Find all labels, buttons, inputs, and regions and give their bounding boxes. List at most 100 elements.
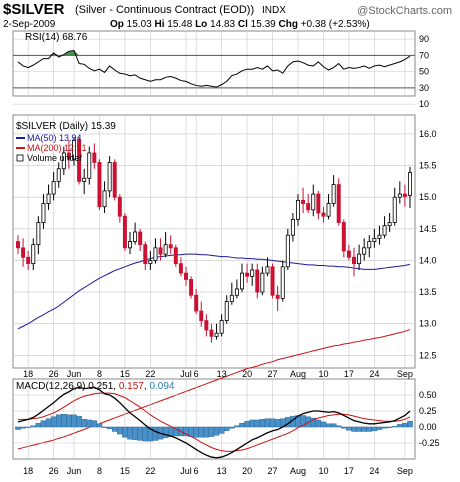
macd-histogram-bar <box>76 415 82 428</box>
macd-histogram-bar <box>234 425 240 428</box>
candle-body <box>382 225 387 236</box>
macd-histogram-bar <box>40 420 47 428</box>
candle-body <box>402 193 407 197</box>
rsi-line <box>17 49 411 88</box>
candle <box>392 187 397 226</box>
macd-histogram-bar <box>381 426 388 429</box>
price-xtick-label: Aug <box>290 369 306 379</box>
candle-body <box>224 301 229 321</box>
candle-body <box>51 181 56 195</box>
high-label: Hi <box>154 19 164 30</box>
candle <box>163 232 168 258</box>
candle <box>148 250 153 270</box>
macd-histogram-bar <box>96 423 103 428</box>
candle-body <box>46 193 51 204</box>
macd-histogram-bar <box>341 426 347 429</box>
price-xtick-label: 8 <box>97 369 102 379</box>
candle-body <box>128 241 132 249</box>
candle <box>168 235 173 255</box>
candle <box>16 235 20 255</box>
candle <box>260 266 265 296</box>
candle <box>301 187 306 214</box>
candle-body <box>250 269 255 277</box>
macd-histogram-bar <box>25 426 31 428</box>
candle <box>133 222 138 245</box>
candle <box>296 194 300 226</box>
macd-legend-value: 0.251 <box>88 381 113 392</box>
macd-xtick-label: 24 <box>369 466 379 476</box>
open-value: 15.03 <box>127 19 152 30</box>
candle <box>408 166 412 208</box>
candle-body <box>87 152 92 179</box>
price-xtick-label: 13 <box>217 369 227 379</box>
macd-histogram-bar <box>111 426 118 432</box>
macd-histogram-bar <box>269 418 276 428</box>
rsi-ytick-label: 50 <box>419 67 429 77</box>
signal-legend-value: 0.157 <box>119 381 144 392</box>
macd-histogram-bar <box>254 419 261 428</box>
candle-body <box>209 329 214 337</box>
watermark: @StockCharts.com <box>357 5 452 17</box>
candle-body <box>199 310 204 321</box>
quote-line: Op 15.03 Hi 15.48 Lo 14.83 Cl 15.39 Chg … <box>110 19 370 30</box>
macd-xtick-label: Sep <box>397 466 413 476</box>
candle-body <box>321 212 326 217</box>
candle-body <box>301 199 306 204</box>
candle-body <box>204 320 209 331</box>
candle <box>290 213 295 242</box>
candle <box>107 156 112 198</box>
candle <box>285 228 290 270</box>
candle-body <box>326 203 331 217</box>
candle <box>122 213 127 251</box>
candle <box>26 250 31 270</box>
candle <box>173 244 178 267</box>
candle <box>270 263 275 299</box>
candle-body <box>153 247 158 261</box>
macd-histogram-bar <box>366 426 373 432</box>
candle-body <box>168 244 173 249</box>
price-ytick-label: 14.5 <box>419 224 437 234</box>
candle <box>21 238 26 267</box>
macd-histogram-bar <box>122 426 128 438</box>
candle <box>143 241 148 270</box>
candle-body <box>275 294 280 299</box>
candle-body <box>290 218 295 236</box>
candle <box>245 263 250 283</box>
macd-xtick-label: 10 <box>318 466 328 476</box>
candle-body <box>316 193 321 214</box>
candle-body <box>367 241 372 249</box>
price-xtick-label: 22 <box>145 369 155 379</box>
macd-histogram-bar <box>193 426 199 438</box>
candle <box>209 323 214 343</box>
candle-body <box>173 247 178 265</box>
macd-histogram-bar <box>325 423 332 428</box>
rsi-ytick-label: 90 <box>419 34 429 44</box>
candle-body <box>189 279 194 296</box>
candle-body <box>229 294 234 302</box>
macd-histogram-bar <box>106 426 113 430</box>
volume-legend-swatch <box>16 154 24 162</box>
candle <box>331 175 336 207</box>
candle-body <box>346 250 351 258</box>
candle <box>128 232 132 255</box>
candle <box>61 146 66 176</box>
candle-body <box>41 203 46 223</box>
macd-histogram-bar <box>356 426 362 432</box>
macd-ytick-label: 0.25 <box>419 406 437 416</box>
candle <box>357 244 362 270</box>
candle-body <box>397 193 402 198</box>
candle-body <box>265 266 270 274</box>
candle-body <box>112 162 117 198</box>
candle-body <box>21 247 26 258</box>
macd-histogram-bar <box>71 414 77 428</box>
candle <box>219 314 224 337</box>
rsi-ytick-label: 70 <box>419 50 429 60</box>
ma200-legend: MA(200) 12.91 <box>27 143 87 153</box>
candle-body <box>122 215 127 249</box>
macd-histogram-bar <box>132 426 138 441</box>
macd-xtick-label: 20 <box>242 466 252 476</box>
candle-body <box>178 263 183 274</box>
candle-body <box>214 332 219 337</box>
macd-histogram-bar <box>229 426 235 429</box>
candle <box>326 194 331 220</box>
